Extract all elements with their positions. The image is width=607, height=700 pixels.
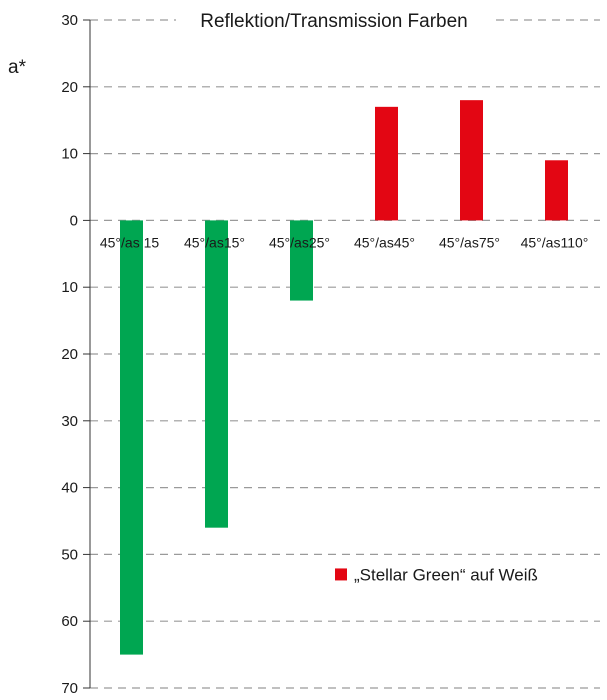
bar	[205, 220, 228, 528]
y-tick-labels: 30 20 10 0 10 20 30 40 50 60 70	[61, 12, 78, 697]
chart-title: Reflektion/Transmission Farben	[200, 11, 468, 32]
category-label: 45°/as110°	[521, 234, 589, 250]
category-label: 45°/as45°	[354, 234, 415, 250]
gridlines	[83, 19, 600, 689]
y-axis-label: a*	[8, 57, 27, 78]
y-tick-label: 40	[61, 480, 78, 497]
y-tick-label: 70	[61, 680, 78, 697]
y-tick-label: 10	[61, 279, 78, 296]
y-tick-label: 10	[61, 146, 78, 163]
y-tick-label: 30	[61, 413, 78, 430]
y-tick-label: 0	[70, 212, 78, 229]
y-tick-label: 20	[61, 346, 78, 363]
bar	[290, 220, 313, 301]
title-background	[176, 8, 496, 34]
legend-background	[350, 560, 578, 589]
y-tick-label: 50	[61, 546, 78, 563]
bar	[460, 100, 483, 221]
category-label: 45°/as75°	[439, 234, 500, 250]
bar	[120, 220, 143, 655]
y-tick-label: 60	[61, 613, 78, 630]
category-labels: 45°/as 15 45°/as15° 45°/as25° 45°/as45° 45°/…	[100, 234, 589, 250]
category-label: 45°/as15°	[184, 234, 245, 250]
legend: „Stellar Green“ auf Weiß	[335, 560, 578, 589]
bar	[375, 106, 398, 221]
y-tick-label: 20	[61, 79, 78, 96]
bar	[545, 160, 568, 221]
category-label: 45°/as 15	[100, 234, 160, 250]
bars	[120, 100, 568, 655]
category-label: 45°/as25°	[269, 234, 330, 250]
y-tick-label: 30	[61, 12, 78, 29]
legend-swatch	[335, 568, 347, 581]
legend-label: „Stellar Green“ auf Weiß	[354, 565, 538, 584]
